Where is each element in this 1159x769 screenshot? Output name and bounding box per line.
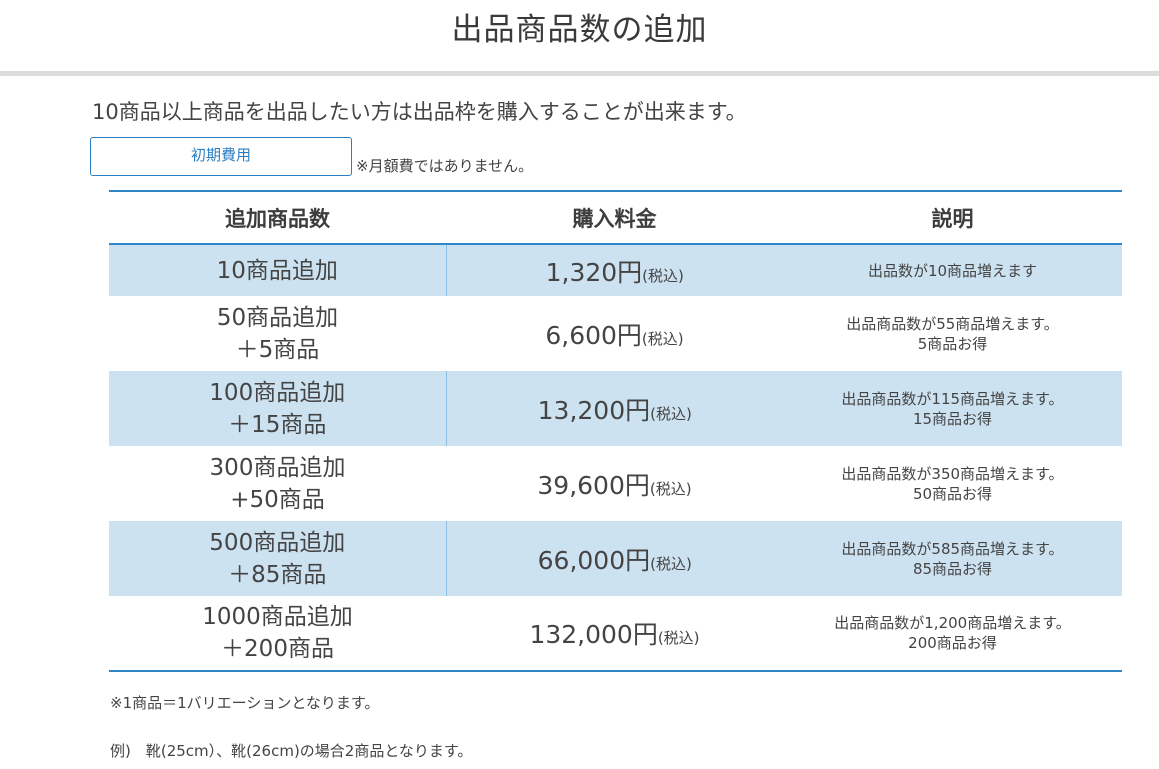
title-bar: 出品商品数の追加 xyxy=(0,0,1159,76)
price-value: 13,200円 xyxy=(537,395,651,425)
table-row: 50商品追加 ＋5商品 6,600円(税込) 出品商品数が55商品増えます。 5… xyxy=(109,296,1122,371)
header-description: 説明 xyxy=(783,191,1122,245)
tax-label: (税込) xyxy=(649,479,692,498)
description-line: 出品数が10商品増えます xyxy=(867,261,1038,280)
savings-line: 50商品お得 xyxy=(912,484,993,503)
table-row: 500商品追加 ＋85商品 66,000円(税込) 出品商品数が585商品増えま… xyxy=(109,521,1122,596)
description-line: 出品商品数が55商品増えます。 xyxy=(846,314,1059,333)
price-value: 39,600円 xyxy=(537,470,650,500)
quantity-label: 100商品追加 xyxy=(209,379,346,406)
bonus-label: ＋85商品 xyxy=(228,561,327,588)
quantity-cell: 1000商品追加 ＋200商品 xyxy=(109,596,446,671)
quantity-cell: 10商品追加 xyxy=(109,244,447,296)
header-price: 購入料金 xyxy=(446,191,783,245)
quantity-cell: 100商品追加 ＋15商品 xyxy=(109,371,447,446)
description-line: 出品商品数が350商品増えます。 xyxy=(841,464,1064,483)
price-cell: 1,320円(税込) xyxy=(446,244,783,296)
description-cell: 出品商品数が55商品増えます。 5商品お得 xyxy=(783,296,1122,371)
price-value: 6,600円 xyxy=(545,320,642,350)
savings-line: 200商品お得 xyxy=(908,634,997,652)
quantity-label: 10商品追加 xyxy=(216,257,338,284)
description-line: 出品商品数が585商品増えます。 xyxy=(841,539,1064,558)
table-row: 300商品追加 +50商品 39,600円(税込) 出品商品数が350商品増えま… xyxy=(109,446,1122,521)
description-cell: 出品数が10商品増えます xyxy=(783,244,1122,296)
price-cell: 39,600円(税込) xyxy=(446,446,783,521)
bonus-label: +50商品 xyxy=(230,486,325,513)
pricing-table: 追加商品数 購入料金 説明 10商品追加 1,320円(税込) 出品数が10商品… xyxy=(109,190,1122,672)
initial-fee-button[interactable]: 初期費用 xyxy=(90,137,352,176)
header-quantity: 追加商品数 xyxy=(109,191,446,245)
bonus-label: ＋5商品 xyxy=(235,336,320,363)
description-cell: 出品商品数が585商品増えます。 85商品お得 xyxy=(783,521,1122,596)
description-cell: 出品商品数が1,200商品増えます。 200商品お得 xyxy=(783,596,1122,671)
table-row: 100商品追加 ＋15商品 13,200円(税込) 出品商品数が115商品増えま… xyxy=(109,371,1122,446)
price-cell: 6,600円(税込) xyxy=(446,296,783,371)
description-line: 出品商品数が1,200商品増えます。 xyxy=(834,614,1071,632)
price-value: 132,000円 xyxy=(529,620,658,649)
quantity-cell: 500商品追加 ＋85商品 xyxy=(109,521,447,596)
tax-label: (税込) xyxy=(642,266,684,285)
intro-text: 10商品以上商品を出品したい方は出品枠を購入することが出来ます。 xyxy=(92,100,747,124)
table-row: 1000商品追加 ＋200商品 132,000円(税込) 出品商品数が1,200… xyxy=(109,596,1122,671)
price-value: 1,320円 xyxy=(545,257,643,287)
tax-label: (税込) xyxy=(650,554,692,573)
bonus-label: ＋200商品 xyxy=(221,636,334,662)
fee-note: ※月額費ではありません。 xyxy=(356,157,534,175)
table-row: 10商品追加 1,320円(税込) 出品数が10商品増えます xyxy=(109,244,1122,296)
quantity-cell: 50商品追加 ＋5商品 xyxy=(109,296,446,371)
quantity-label: 500商品追加 xyxy=(209,529,346,556)
example-footnote: 例) 靴(25cm）、靴(26cm)の場合2商品となります。 xyxy=(110,742,473,760)
description-line: 出品商品数が115商品増えます。 xyxy=(841,389,1064,408)
tax-label: (税込) xyxy=(650,404,692,423)
price-value: 66,000円 xyxy=(537,545,651,575)
savings-line: 85商品お得 xyxy=(912,559,993,578)
savings-line: 15商品お得 xyxy=(912,409,993,428)
bonus-label: ＋15商品 xyxy=(228,411,327,438)
price-cell: 66,000円(税込) xyxy=(446,521,783,596)
price-cell: 132,000円(税込) xyxy=(446,596,783,671)
savings-line: 5商品お得 xyxy=(917,334,988,353)
quantity-label: 1000商品追加 xyxy=(202,604,353,630)
description-cell: 出品商品数が115商品増えます。 15商品お得 xyxy=(783,371,1122,446)
variation-footnote: ※1商品＝1バリエーションとなります。 xyxy=(110,694,380,712)
price-cell: 13,200円(税込) xyxy=(446,371,783,446)
description-cell: 出品商品数が350商品増えます。 50商品お得 xyxy=(783,446,1122,521)
tax-label: (税込) xyxy=(657,629,700,647)
quantity-label: 300商品追加 xyxy=(209,454,346,481)
quantity-label: 50商品追加 xyxy=(216,304,339,331)
page-title: 出品商品数の追加 xyxy=(451,11,708,48)
tax-label: (税込) xyxy=(641,329,684,348)
table-header-row: 追加商品数 購入料金 説明 xyxy=(109,191,1122,245)
quantity-cell: 300商品追加 +50商品 xyxy=(109,446,446,521)
